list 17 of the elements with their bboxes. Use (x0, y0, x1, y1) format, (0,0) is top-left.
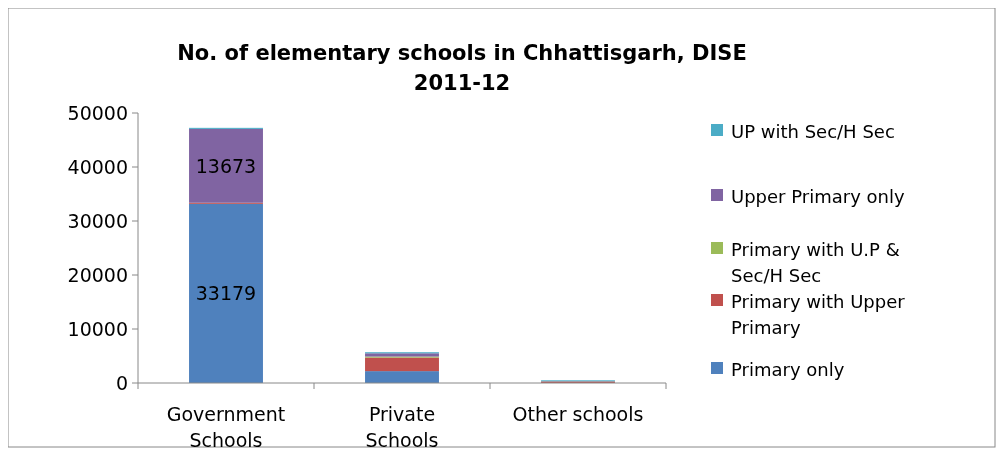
x-tick-label: Other schools (512, 403, 644, 425)
legend-label: Primary with U.P & Sec/H Sec (731, 239, 900, 286)
data-label: 13673 (195, 154, 257, 177)
y-tick-label: 30000 (67, 210, 128, 232)
x-tick-label: Government Schools (166, 403, 286, 451)
legend-label: UP with Sec/H Sec (731, 121, 895, 142)
legend-label: Upper Primary only (731, 186, 905, 207)
data-label: 33179 (195, 282, 257, 305)
y-tick-label: 20000 (67, 264, 128, 286)
legend-label: Primary only (731, 359, 845, 380)
y-tick-label: 50000 (67, 102, 128, 124)
y-tick-label: 40000 (67, 156, 128, 178)
x-tick-label: Private Schools (365, 403, 439, 451)
legend-label: Primary with Upper Primary (731, 291, 906, 338)
chart-title: No. of elementary schools in Chhattisgarh, DISE 2011-12 (177, 41, 747, 95)
y-tick-label: 10000 (67, 318, 128, 340)
y-tick-label: 0 (115, 372, 128, 394)
